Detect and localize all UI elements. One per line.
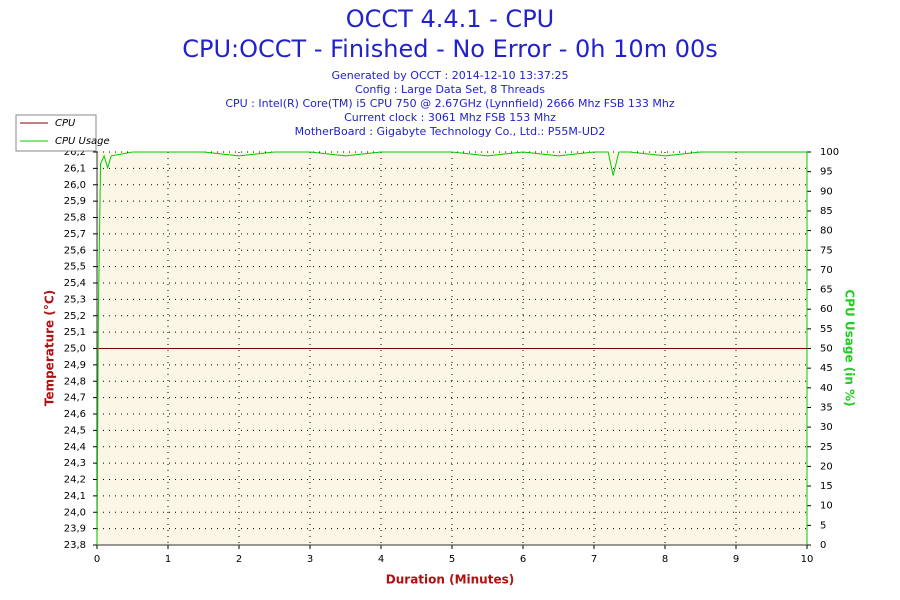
- legend-box: [15, 114, 97, 152]
- chart-subtitle: CPU:OCCT - Finished - No Error - 0h 10m …: [182, 35, 718, 63]
- y2-axis-label: CPU Usage (in %): [843, 289, 857, 406]
- y-tick-label: 24,0: [64, 507, 86, 518]
- y-tick-label: 26,0: [64, 180, 86, 191]
- y-tick-label: 25,1: [64, 327, 86, 338]
- x-tick-label: 4: [378, 554, 384, 565]
- x-tick-label: 10: [801, 554, 814, 565]
- y-tick-label: 24,2: [64, 475, 86, 486]
- legend-label: CPU: [55, 118, 76, 129]
- y2-tick-label: 65: [820, 285, 833, 296]
- y-tick-label: 24,7: [64, 393, 86, 404]
- chart-title: OCCT 4.4.1 - CPU: [346, 5, 554, 33]
- info-line: Current clock : 3061 Mhz FSB 153 Mhz: [344, 111, 556, 124]
- y2-tick-label: 90: [820, 186, 833, 197]
- x-tick-label: 7: [591, 554, 597, 565]
- y-tick-label: 24,5: [64, 425, 86, 436]
- y-tick-label: 24,1: [64, 491, 86, 502]
- x-tick-label: 0: [94, 554, 100, 565]
- x-tick-label: 3: [307, 554, 313, 565]
- y-tick-label: 25,6: [64, 245, 86, 256]
- x-tick-label: 8: [662, 554, 668, 565]
- y2-tick-label: 10: [820, 501, 833, 512]
- y-tick-label: 24,9: [64, 360, 86, 371]
- y2-tick-label: 40: [820, 383, 833, 394]
- x-tick-label: 1: [165, 554, 171, 565]
- y-tick-label: 24,8: [64, 376, 86, 387]
- y2-tick-label: 100: [820, 147, 839, 158]
- y2-tick-label: 80: [820, 226, 833, 237]
- y-tick-label: 25,8: [64, 213, 86, 224]
- x-axis-label: Duration (Minutes): [386, 573, 514, 587]
- y2-tick-label: 75: [820, 245, 833, 256]
- y-tick-label: 25,2: [64, 311, 86, 322]
- y2-tick-label: 55: [820, 324, 833, 335]
- y2-tick-label: 25: [820, 442, 833, 453]
- y-tick-label: 26,1: [64, 163, 86, 174]
- y2-tick-label: 45: [820, 363, 833, 374]
- x-tick-label: 9: [733, 554, 739, 565]
- x-tick-label: 5: [449, 554, 455, 565]
- y-tick-label: 25,5: [64, 262, 86, 273]
- y-tick-label: 24,4: [64, 442, 86, 453]
- x-tick-label: 2: [236, 554, 242, 565]
- y-tick-label: 25,3: [64, 294, 86, 305]
- y2-tick-label: 95: [820, 167, 833, 178]
- y-tick-label: 24,3: [64, 458, 86, 469]
- y2-tick-label: 0: [820, 540, 826, 551]
- y-tick-label: 25,0: [64, 344, 86, 355]
- y2-tick-label: 30: [820, 422, 833, 433]
- y2-tick-label: 35: [820, 402, 833, 413]
- y2-tick-label: 60: [820, 304, 833, 315]
- y2-tick-label: 50: [820, 344, 833, 355]
- info-line: Config : Large Data Set, 8 Threads: [355, 83, 545, 96]
- y2-tick-label: 15: [820, 481, 833, 492]
- series-line: [96, 151, 807, 546]
- y-tick-label: 26,2: [64, 147, 86, 158]
- y-tick-label: 24,6: [64, 409, 86, 420]
- y2-tick-label: 70: [820, 265, 833, 276]
- y-tick-label: 23,8: [64, 540, 86, 551]
- y-tick-label: 25,7: [64, 229, 86, 240]
- info-line: CPU : Intel(R) Core(TM) i5 CPU 750 @ 2.6…: [225, 97, 675, 110]
- y2-tick-label: 5: [820, 520, 826, 531]
- y-tick-label: 25,4: [64, 278, 86, 289]
- y-axis-label: Temperature (°C): [43, 290, 57, 406]
- x-tick-label: 6: [520, 554, 526, 565]
- y2-tick-label: 20: [820, 461, 833, 472]
- y-tick-label: 23,9: [64, 524, 86, 535]
- y2-tick-label: 85: [820, 206, 833, 217]
- info-line: MotherBoard : Gigabyte Technology Co., L…: [295, 125, 606, 138]
- info-line: Generated by OCCT : 2014-12-10 13:37:25: [331, 69, 568, 82]
- legend-label: CPU Usage: [55, 136, 110, 147]
- y-tick-label: 25,9: [64, 196, 86, 207]
